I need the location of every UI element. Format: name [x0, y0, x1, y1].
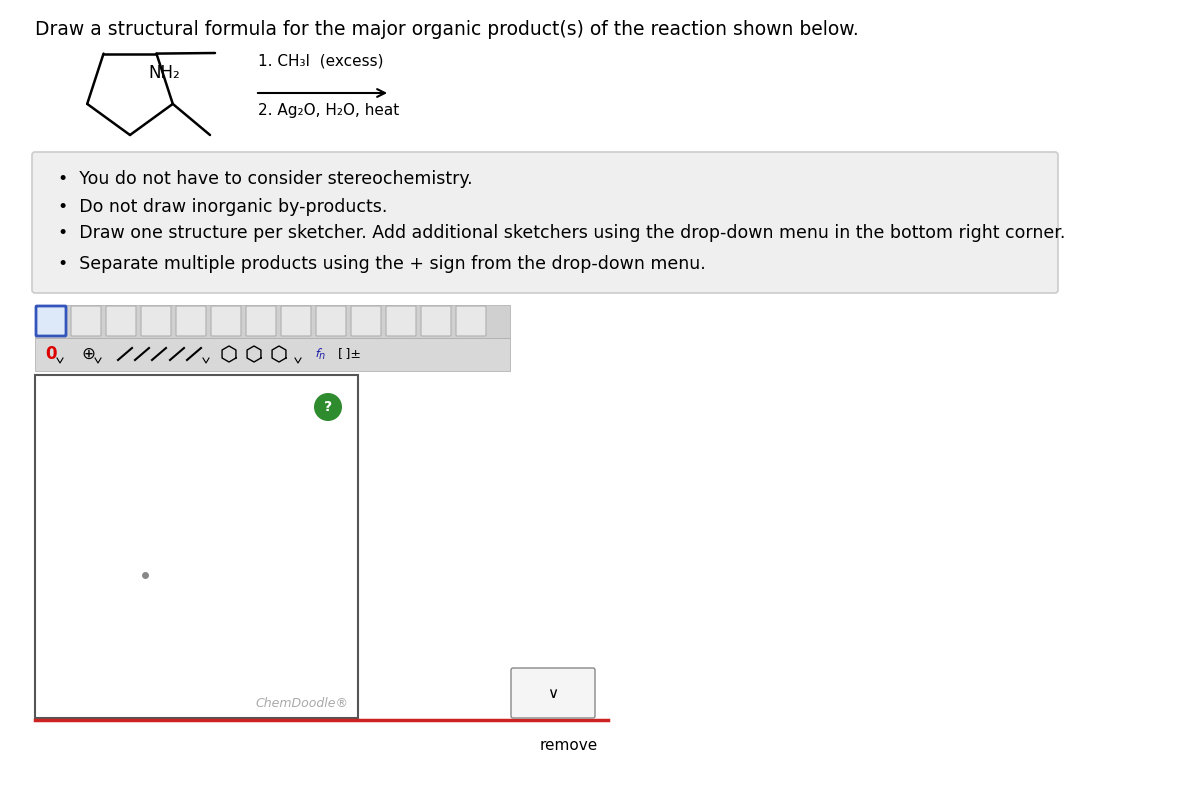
FancyBboxPatch shape: [511, 668, 595, 718]
Text: [ ]±: [ ]±: [338, 348, 361, 360]
FancyBboxPatch shape: [142, 306, 172, 336]
Text: ∨: ∨: [547, 686, 558, 700]
Text: •  You do not have to consider stereochemistry.: • You do not have to consider stereochem…: [58, 170, 473, 188]
Text: remove: remove: [540, 738, 598, 753]
FancyBboxPatch shape: [32, 152, 1058, 293]
Bar: [35, 305, 510, 338]
FancyBboxPatch shape: [281, 306, 311, 336]
Text: •  Draw one structure per sketcher. Add additional sketchers using the drop-down: • Draw one structure per sketcher. Add a…: [58, 224, 1066, 242]
Bar: [35, 375, 358, 718]
Text: ChemDoodle®: ChemDoodle®: [256, 697, 348, 710]
FancyBboxPatch shape: [211, 306, 241, 336]
FancyBboxPatch shape: [421, 306, 451, 336]
FancyBboxPatch shape: [71, 306, 101, 336]
Text: ?: ?: [324, 400, 332, 414]
Circle shape: [314, 393, 342, 421]
Text: 0: 0: [46, 345, 56, 363]
FancyBboxPatch shape: [316, 306, 346, 336]
FancyBboxPatch shape: [246, 306, 276, 336]
FancyBboxPatch shape: [456, 306, 486, 336]
Text: ⊕: ⊕: [82, 345, 95, 363]
Text: •  Separate multiple products using the + sign from the drop-down menu.: • Separate multiple products using the +…: [58, 255, 706, 273]
FancyBboxPatch shape: [106, 306, 136, 336]
FancyBboxPatch shape: [36, 306, 66, 336]
FancyBboxPatch shape: [352, 306, 382, 336]
FancyBboxPatch shape: [176, 306, 206, 336]
Text: Draw a structural formula for the major organic product(s) of the reaction shown: Draw a structural formula for the major …: [35, 20, 859, 39]
Text: 1. CH₃I  (excess): 1. CH₃I (excess): [258, 53, 384, 68]
Text: $\mathcal{f}_n$: $\mathcal{f}_n$: [314, 346, 326, 362]
Text: 2. Ag₂O, H₂O, heat: 2. Ag₂O, H₂O, heat: [258, 103, 400, 118]
Text: •  Do not draw inorganic by-products.: • Do not draw inorganic by-products.: [58, 198, 388, 216]
Bar: [35, 338, 510, 371]
FancyBboxPatch shape: [386, 306, 416, 336]
Text: NH₂: NH₂: [149, 63, 180, 82]
